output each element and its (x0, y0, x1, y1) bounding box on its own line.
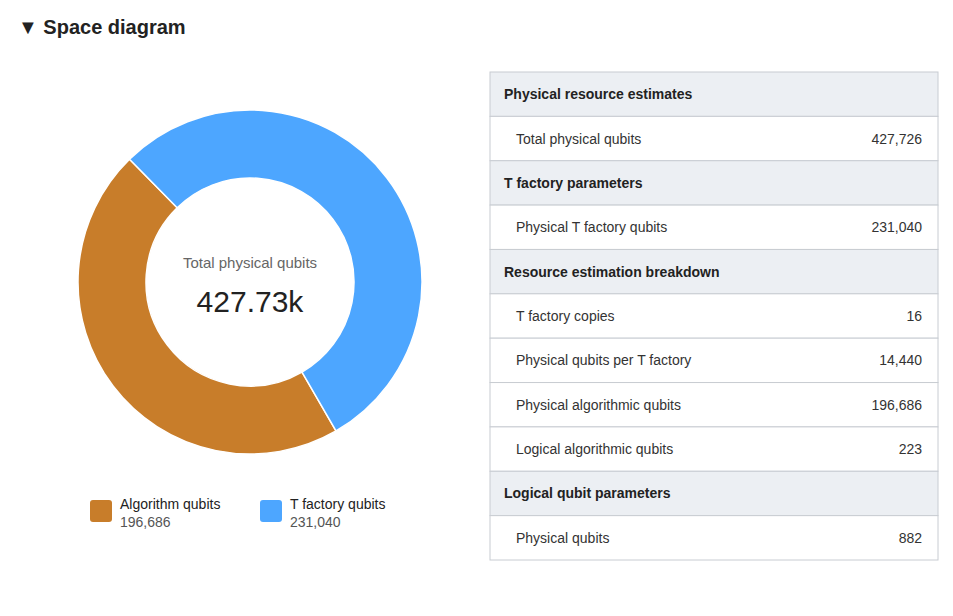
table-row-cell (490, 116, 938, 160)
table-row-cell (490, 516, 938, 560)
donut-slice (78, 159, 336, 454)
table-header: Logical qubit parameters (504, 485, 671, 501)
donut (78, 110, 422, 454)
table-row-cell (490, 294, 938, 338)
table-row-label: T factory copies (516, 308, 615, 324)
legend-label: Algorithm qubits (120, 496, 220, 512)
table-row-cell (490, 338, 938, 382)
table-row-value: 14,440 (879, 352, 922, 368)
table-header: Physical resource estimates (504, 86, 693, 102)
table-row-label: Physical algorithmic qubits (516, 397, 681, 413)
table-header-cell (490, 249, 938, 293)
table-header-cell (490, 72, 938, 116)
table-row-value: 223 (899, 441, 923, 457)
table-row-label: Physical qubits per T factory (516, 352, 691, 368)
legend-value: 196,686 (120, 514, 171, 530)
table-header: T factory parameters (504, 175, 643, 191)
table-row-label: Physical T factory qubits (516, 219, 667, 235)
table-row-value: 16 (906, 308, 922, 324)
table-row-cell (490, 427, 938, 471)
table: Physical resource estimates Total physica… (490, 72, 938, 560)
center-label: Total physical qubits (183, 254, 317, 271)
table-row-cell (490, 205, 938, 249)
legend-label: T factory qubits (290, 496, 385, 512)
donut-slice (130, 110, 422, 431)
table-row-label: Logical algorithmic qubits (516, 441, 673, 457)
legend-swatch (260, 500, 282, 522)
legend: Algorithm qubits 196,686 T factory qubits 2… (90, 496, 385, 530)
title: ▼ Space diagram (18, 16, 186, 38)
table-row-value: 231,040 (871, 219, 922, 235)
table-row-value: 196,686 (871, 397, 922, 413)
table-header-cell (490, 471, 938, 515)
table-row-cell (490, 383, 938, 427)
table-header: Resource estimation breakdown (504, 264, 720, 280)
table-header-cell (490, 161, 938, 205)
table-row-value: 427,726 (871, 131, 922, 147)
table-row-label: Physical qubits (516, 530, 609, 546)
legend-value: 231,040 (290, 514, 341, 530)
legend-swatch (90, 500, 112, 522)
table-row-label: Total physical qubits (516, 131, 641, 147)
center-value: 427.73k (197, 285, 305, 318)
table-row-value: 882 (899, 530, 923, 546)
chart-root: ▼ Space diagram Total physical qubits 427.… (0, 0, 953, 616)
